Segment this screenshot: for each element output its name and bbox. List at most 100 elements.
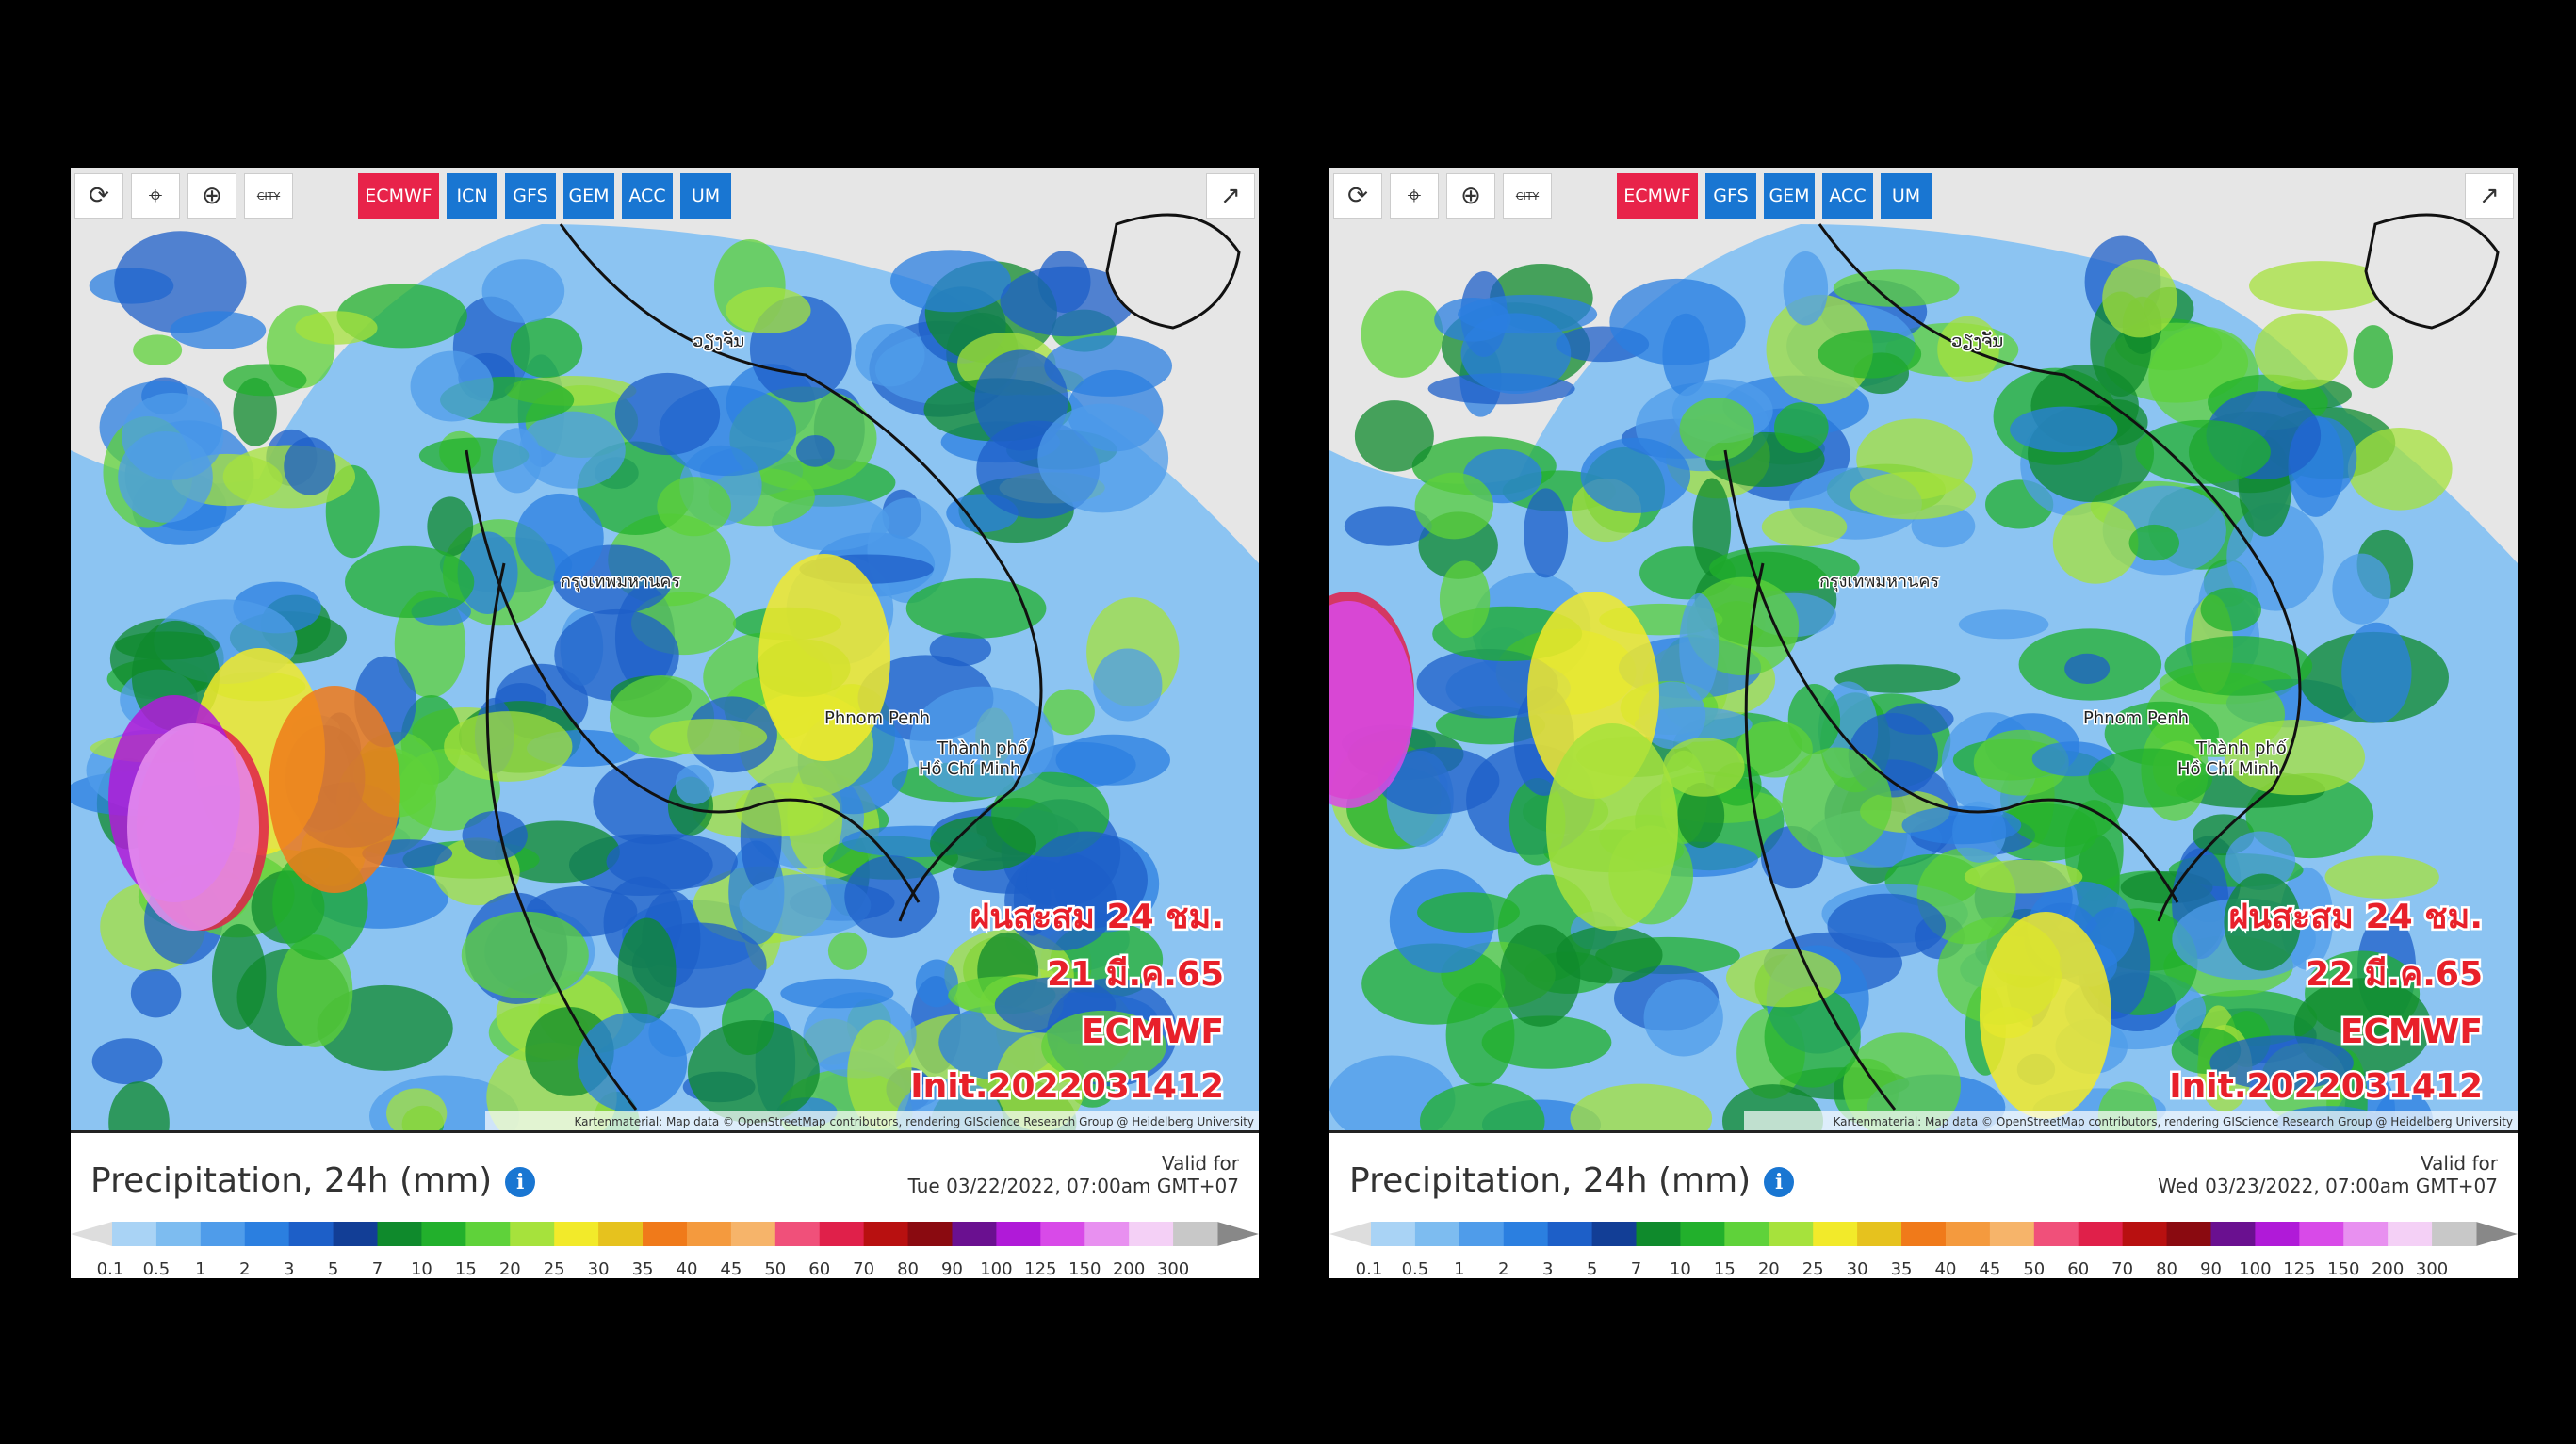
city-label: Phnom Penh: [824, 708, 930, 728]
tool-button[interactable]: ⟳: [1333, 173, 1382, 219]
rain-area: [212, 923, 267, 1030]
rain-area: [614, 372, 721, 456]
rain-area: [2324, 855, 2439, 899]
scale-swatch: [1503, 1222, 1549, 1246]
tool-button[interactable]: ⌖: [131, 173, 180, 219]
scale-tick-label: 40: [1935, 1259, 1957, 1278]
rain-area: [905, 578, 1047, 639]
rain-area: [795, 434, 835, 467]
rain-area: [284, 437, 336, 495]
scale-swatch: [288, 1222, 334, 1246]
tool-button[interactable]: ⊕: [187, 173, 236, 219]
city-label: กรุงเทพมหานคร: [1819, 572, 1939, 592]
scale-tick-label: 200: [1113, 1259, 1145, 1278]
rain-area: [2341, 622, 2412, 723]
scale-swatch: [1769, 1222, 1814, 1246]
scale-swatch: [2078, 1222, 2124, 1246]
scale-tick-label: 7: [372, 1259, 383, 1278]
tool-button[interactable]: ⟳: [74, 173, 123, 219]
model-button[interactable]: ICN: [447, 173, 497, 219]
share-button[interactable]: ↗: [2465, 173, 2514, 219]
rain-area: [915, 959, 958, 1008]
rain-area: [1850, 471, 1977, 520]
city-label: Hồ Chí Minh: [919, 759, 1020, 779]
scale-tick-label: 7: [1631, 1259, 1641, 1278]
city-label: Thành phố: [937, 738, 1028, 758]
overlay-text: Init.2022031412: [910, 1067, 1224, 1106]
rain-area: [1783, 251, 1829, 326]
rain-area: [1761, 507, 1848, 547]
rain-area: [1354, 400, 1434, 472]
rain-area: [687, 1020, 820, 1124]
rain-area: [617, 917, 677, 1024]
scale-tick-label: 15: [1714, 1259, 1736, 1278]
rain-area: [2224, 873, 2301, 971]
scale-swatch: [598, 1222, 644, 1246]
rain-area: [974, 349, 1068, 451]
rain-area: [1634, 706, 1753, 742]
valid-label: Valid for: [1161, 1152, 1239, 1175]
heavy-rain-area: [127, 723, 259, 931]
city-label: กรุงเทพมหานคร: [561, 572, 680, 592]
rain-area: [133, 334, 183, 366]
scale-swatch: [2033, 1222, 2079, 1246]
scale-swatch: [1989, 1222, 2035, 1246]
model-button[interactable]: ECMWF: [1617, 173, 1698, 219]
info-icon[interactable]: i: [505, 1167, 536, 1197]
model-button[interactable]: ACC: [622, 173, 673, 219]
rain-area: [780, 978, 894, 1009]
rain-area: [1843, 1032, 1961, 1130]
scale-swatch: [819, 1222, 865, 1246]
valid-label: Valid for: [2420, 1152, 2498, 1175]
attribution: Kartenmaterial: Map data © OpenStreetMap…: [1833, 1115, 2513, 1128]
rain-area: [657, 477, 732, 537]
rain-area: [1556, 926, 1663, 984]
rain-area: [410, 350, 494, 422]
rain-area: [2225, 831, 2296, 891]
rain-area: [295, 311, 378, 345]
legend: Precipitation, 24h (mm) i Valid for Wed 03/…: [1329, 1130, 2518, 1278]
city-button[interactable]: CITY: [1503, 173, 1552, 219]
rain-area: [739, 874, 872, 937]
rain-area: [847, 1019, 912, 1130]
model-button[interactable]: GFS: [505, 173, 556, 219]
rain-area: [461, 911, 589, 999]
model-button[interactable]: GEM: [1764, 173, 1815, 219]
scale-swatch: [686, 1222, 732, 1246]
model-button[interactable]: GEM: [563, 173, 614, 219]
city-button[interactable]: CITY: [244, 173, 293, 219]
rain-area: [2135, 419, 2271, 484]
scale-tick-label: 25: [544, 1259, 565, 1278]
scale-swatch: [774, 1222, 821, 1246]
scale-tick-label: 0.1: [1356, 1259, 1383, 1278]
rain-area: [1041, 1010, 1166, 1083]
scale-swatch: [112, 1222, 157, 1246]
attribution-bg: [485, 1111, 1259, 1130]
scale-swatch: [510, 1222, 555, 1246]
tool-button[interactable]: ⊕: [1446, 173, 1495, 219]
model-button[interactable]: ECMWF: [358, 173, 439, 219]
tool-button[interactable]: ⌖: [1390, 173, 1439, 219]
rain-area: [606, 834, 738, 890]
share-button[interactable]: ↗: [1206, 173, 1255, 219]
model-button[interactable]: ACC: [1822, 173, 1873, 219]
rain-area: [1361, 290, 1443, 378]
rain-area: [1725, 948, 1841, 1008]
scale-tick-label: 35: [632, 1259, 654, 1278]
scale-swatch: [333, 1222, 379, 1246]
scale-swatch: [2299, 1222, 2344, 1246]
rain-area: [1958, 609, 2049, 640]
scale-arrow-left: [71, 1222, 112, 1246]
rain-area: [649, 719, 768, 755]
scale-tick-label: 125: [2283, 1259, 2315, 1278]
info-icon[interactable]: i: [1764, 1167, 1795, 1197]
heavy-rain-area: [758, 554, 890, 761]
rain-area: [1026, 831, 1148, 930]
model-button[interactable]: GFS: [1705, 173, 1756, 219]
scale-tick-label: 15: [455, 1259, 477, 1278]
rain-area: [2209, 1035, 2354, 1091]
scale-tick-label: 50: [2023, 1259, 2045, 1278]
rain-area: [223, 364, 307, 397]
model-button[interactable]: UM: [1881, 173, 1932, 219]
model-button[interactable]: UM: [680, 173, 731, 219]
